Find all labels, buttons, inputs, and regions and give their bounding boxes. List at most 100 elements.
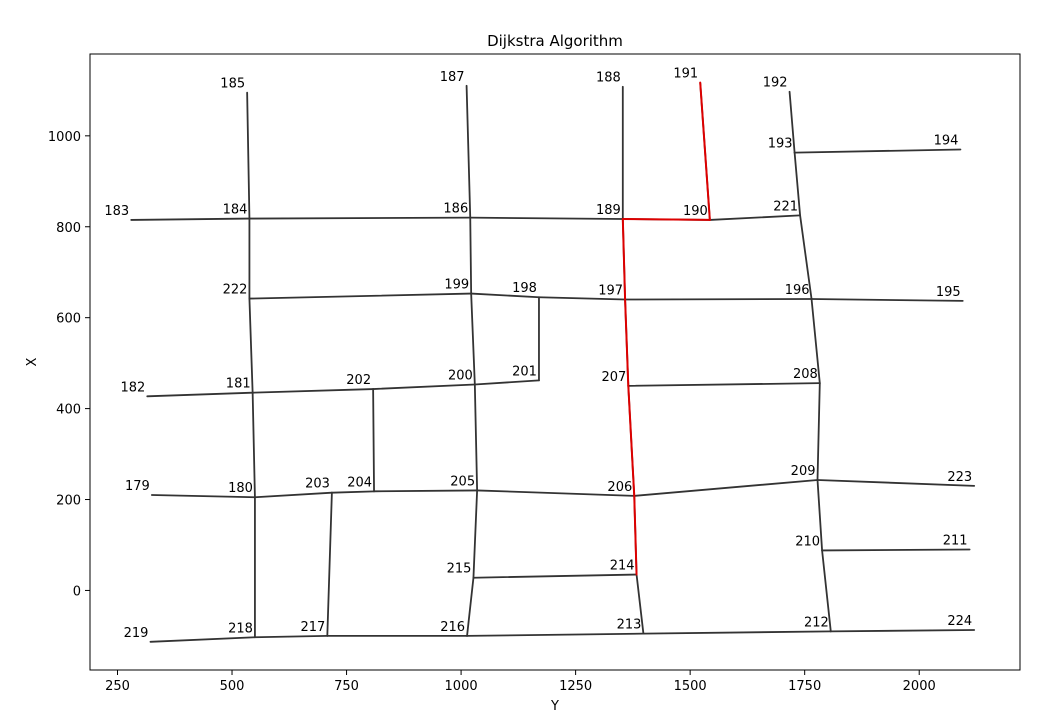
edge-222-181: [248, 297, 254, 394]
node-label-188: 188: [596, 71, 621, 86]
node-label-224: 224: [947, 614, 972, 629]
y-tick-label: 800: [56, 221, 81, 236]
node-label-197: 197: [598, 283, 623, 298]
edge-193-194: [793, 148, 962, 154]
node-label-195: 195: [936, 285, 961, 300]
edge-216-213: [466, 632, 645, 637]
node-label-212: 212: [804, 615, 829, 630]
edge-219-218: [149, 636, 256, 643]
node-label-204: 204: [347, 475, 372, 490]
edge-209-210: [816, 479, 823, 552]
edge-221-196: [799, 214, 813, 300]
node-label-208: 208: [793, 367, 818, 382]
node-label-223: 223: [947, 470, 972, 485]
x-tick-label: 1750: [788, 679, 821, 694]
node-label-179: 179: [125, 479, 150, 494]
edge-218-217: [254, 635, 329, 639]
y-tick-label: 1000: [48, 130, 81, 145]
edge-181-202: [251, 388, 375, 394]
x-tick-label: 1000: [445, 679, 478, 694]
node-label-218: 218: [228, 621, 253, 636]
edge-214-213: [635, 573, 645, 635]
edge-205-206: [476, 489, 636, 497]
node-label-185: 185: [220, 77, 245, 92]
edge-203-204: [330, 490, 375, 494]
edge-203-217: [326, 491, 333, 637]
edge-187-186: [465, 84, 472, 219]
path-segment-197-207: [624, 298, 630, 387]
path-segment-207-206: [627, 384, 636, 497]
edge-192-193: [788, 90, 796, 154]
node-label-219: 219: [124, 626, 149, 641]
node-label-202: 202: [346, 373, 371, 388]
x-tick-label: 500: [220, 679, 245, 694]
node-label-184: 184: [223, 203, 248, 218]
edge-181-180: [251, 391, 256, 499]
x-tick-label: 2000: [903, 679, 936, 694]
edge-207-208: [627, 382, 821, 387]
x-axis-ticks: 250 500 750 1000 1250 1500 1750 2000: [105, 670, 936, 694]
edge-198-197: [538, 296, 626, 301]
node-label-214: 214: [610, 559, 635, 574]
chart-title: Dijkstra Algorithm: [487, 32, 623, 50]
node-labels-layer: 179 180 181 182 183 184 185 186 187 188 189 190 191 1…: [104, 67, 972, 641]
node-label-203: 203: [305, 477, 330, 492]
node-label-221: 221: [773, 199, 798, 214]
node-label-215: 215: [447, 562, 472, 577]
edge-215-214: [472, 573, 638, 579]
edge-210-211: [821, 548, 971, 552]
node-label-213: 213: [617, 618, 642, 633]
edge-200-205: [473, 383, 479, 492]
node-label-210: 210: [795, 534, 820, 549]
edge-204-205: [373, 489, 479, 493]
node-label-222: 222: [223, 283, 248, 298]
x-tick-label: 1250: [559, 679, 592, 694]
node-label-182: 182: [120, 380, 145, 395]
path-segment-206-214: [633, 494, 638, 576]
node-label-198: 198: [512, 281, 537, 296]
node-label-194: 194: [934, 133, 959, 148]
node-label-193: 193: [768, 137, 793, 152]
node-label-189: 189: [596, 203, 621, 218]
node-label-201: 201: [512, 364, 537, 379]
shortest-path-layer: [621, 81, 711, 576]
edge-186-199: [469, 216, 473, 295]
node-label-196: 196: [785, 283, 810, 298]
node-label-216: 216: [440, 620, 465, 635]
x-tick-label: 250: [105, 679, 130, 694]
node-label-205: 205: [450, 474, 475, 489]
node-label-211: 211: [943, 534, 968, 549]
edge-202-204: [372, 388, 375, 493]
y-axis-ticks: 0 200 400 600 800 1000: [48, 130, 90, 599]
edge-208-209: [816, 382, 821, 481]
node-label-183: 183: [104, 204, 129, 219]
path-segment-190-189: [621, 218, 711, 221]
plot-frame: [89, 53, 1021, 671]
node-label-217: 217: [300, 620, 325, 635]
y-tick-label: 200: [56, 494, 81, 509]
edge-212-224: [829, 629, 976, 633]
edges-layer: [130, 81, 976, 643]
edge-206-209: [633, 479, 819, 497]
edge-210-212: [821, 549, 832, 633]
node-label-191: 191: [673, 67, 698, 82]
edge-193-221: [793, 151, 801, 217]
edge-179-180: [150, 494, 256, 499]
x-tick-label: 750: [334, 679, 359, 694]
edge-183-184: [130, 217, 251, 221]
node-label-209: 209: [791, 464, 816, 479]
node-label-190: 190: [683, 204, 708, 219]
edge-196-208: [810, 298, 821, 385]
edge-190-221: [708, 214, 801, 221]
edge-215-216: [466, 576, 475, 637]
edge-213-212: [642, 630, 832, 635]
edge-199-198: [470, 292, 540, 299]
y-tick-label: 400: [56, 403, 81, 418]
node-label-192: 192: [763, 76, 788, 91]
node-label-181: 181: [226, 377, 251, 392]
edge-222-199: [248, 292, 473, 300]
edge-185-184: [246, 91, 251, 220]
x-axis-label: Y: [550, 699, 559, 714]
node-label-186: 186: [443, 202, 468, 217]
node-label-180: 180: [228, 481, 253, 496]
